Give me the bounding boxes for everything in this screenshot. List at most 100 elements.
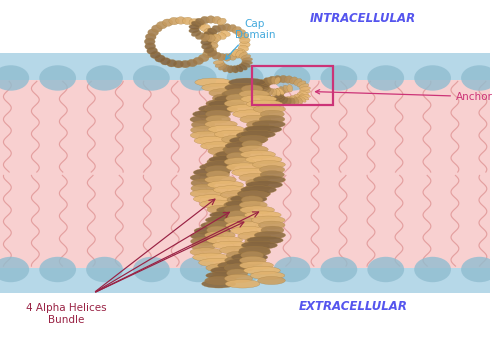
- Ellipse shape: [236, 50, 243, 57]
- Ellipse shape: [232, 65, 238, 73]
- Ellipse shape: [224, 216, 254, 224]
- Ellipse shape: [242, 140, 262, 148]
- Ellipse shape: [213, 211, 234, 219]
- Ellipse shape: [238, 33, 248, 40]
- Ellipse shape: [260, 165, 284, 174]
- Ellipse shape: [258, 221, 285, 229]
- Ellipse shape: [242, 60, 252, 64]
- Ellipse shape: [300, 89, 310, 93]
- Ellipse shape: [204, 176, 236, 184]
- Ellipse shape: [296, 97, 302, 104]
- Ellipse shape: [294, 79, 302, 85]
- Ellipse shape: [190, 115, 222, 124]
- Ellipse shape: [239, 201, 267, 209]
- Ellipse shape: [226, 221, 261, 230]
- Ellipse shape: [224, 264, 254, 272]
- Ellipse shape: [205, 120, 238, 128]
- Ellipse shape: [254, 90, 264, 95]
- Ellipse shape: [200, 24, 210, 32]
- Ellipse shape: [190, 237, 216, 246]
- Ellipse shape: [200, 16, 209, 24]
- Ellipse shape: [368, 257, 404, 282]
- Ellipse shape: [264, 78, 272, 85]
- Ellipse shape: [280, 86, 286, 93]
- Ellipse shape: [260, 94, 268, 100]
- Ellipse shape: [226, 258, 262, 267]
- Ellipse shape: [268, 77, 274, 84]
- Ellipse shape: [208, 28, 217, 35]
- Ellipse shape: [260, 171, 284, 179]
- Ellipse shape: [274, 95, 283, 98]
- Ellipse shape: [196, 33, 204, 39]
- Ellipse shape: [224, 99, 256, 108]
- Ellipse shape: [204, 31, 214, 38]
- Ellipse shape: [198, 258, 234, 267]
- Ellipse shape: [214, 130, 250, 138]
- Ellipse shape: [244, 126, 270, 134]
- Ellipse shape: [212, 269, 234, 277]
- Ellipse shape: [150, 52, 161, 59]
- Ellipse shape: [240, 115, 271, 124]
- Ellipse shape: [241, 55, 250, 60]
- Ellipse shape: [231, 253, 268, 261]
- Ellipse shape: [272, 89, 276, 96]
- Ellipse shape: [202, 35, 212, 41]
- Ellipse shape: [174, 60, 184, 68]
- Ellipse shape: [274, 257, 310, 282]
- Ellipse shape: [208, 42, 218, 49]
- Ellipse shape: [206, 236, 242, 244]
- Ellipse shape: [133, 257, 170, 282]
- Ellipse shape: [300, 94, 310, 97]
- Ellipse shape: [220, 191, 252, 199]
- Ellipse shape: [276, 88, 284, 94]
- Ellipse shape: [226, 251, 250, 259]
- Ellipse shape: [206, 216, 240, 224]
- Ellipse shape: [238, 232, 270, 240]
- Ellipse shape: [205, 161, 238, 168]
- Ellipse shape: [238, 190, 270, 198]
- Ellipse shape: [260, 81, 270, 86]
- Ellipse shape: [194, 136, 231, 145]
- Ellipse shape: [210, 211, 246, 219]
- Ellipse shape: [246, 181, 282, 189]
- Ellipse shape: [239, 52, 248, 58]
- Ellipse shape: [225, 89, 251, 97]
- Ellipse shape: [213, 60, 224, 64]
- Ellipse shape: [240, 37, 250, 43]
- Ellipse shape: [202, 51, 213, 58]
- Text: EXTRACELLULAR: EXTRACELLULAR: [298, 300, 408, 313]
- Ellipse shape: [148, 29, 158, 36]
- Ellipse shape: [246, 120, 269, 129]
- Ellipse shape: [206, 171, 230, 179]
- Ellipse shape: [274, 76, 282, 83]
- Ellipse shape: [242, 241, 278, 249]
- Ellipse shape: [226, 200, 260, 208]
- Ellipse shape: [144, 38, 155, 45]
- Ellipse shape: [290, 98, 295, 105]
- Ellipse shape: [240, 206, 274, 214]
- Ellipse shape: [254, 85, 264, 89]
- Ellipse shape: [232, 49, 238, 57]
- Ellipse shape: [223, 54, 231, 61]
- Ellipse shape: [297, 93, 306, 99]
- Ellipse shape: [192, 21, 201, 27]
- Ellipse shape: [86, 65, 123, 91]
- Ellipse shape: [227, 196, 250, 204]
- Ellipse shape: [242, 58, 252, 62]
- Ellipse shape: [368, 65, 404, 91]
- Ellipse shape: [223, 145, 251, 154]
- Ellipse shape: [206, 46, 216, 54]
- Ellipse shape: [228, 53, 236, 60]
- Ellipse shape: [40, 257, 76, 282]
- Text: Cap
Domain: Cap Domain: [226, 19, 275, 59]
- Ellipse shape: [200, 34, 209, 41]
- Ellipse shape: [236, 49, 246, 55]
- Ellipse shape: [182, 17, 193, 25]
- Ellipse shape: [0, 65, 29, 91]
- Ellipse shape: [213, 186, 249, 194]
- Ellipse shape: [212, 16, 221, 24]
- Ellipse shape: [189, 25, 200, 30]
- Ellipse shape: [220, 246, 251, 254]
- Ellipse shape: [268, 88, 274, 96]
- Ellipse shape: [227, 65, 234, 73]
